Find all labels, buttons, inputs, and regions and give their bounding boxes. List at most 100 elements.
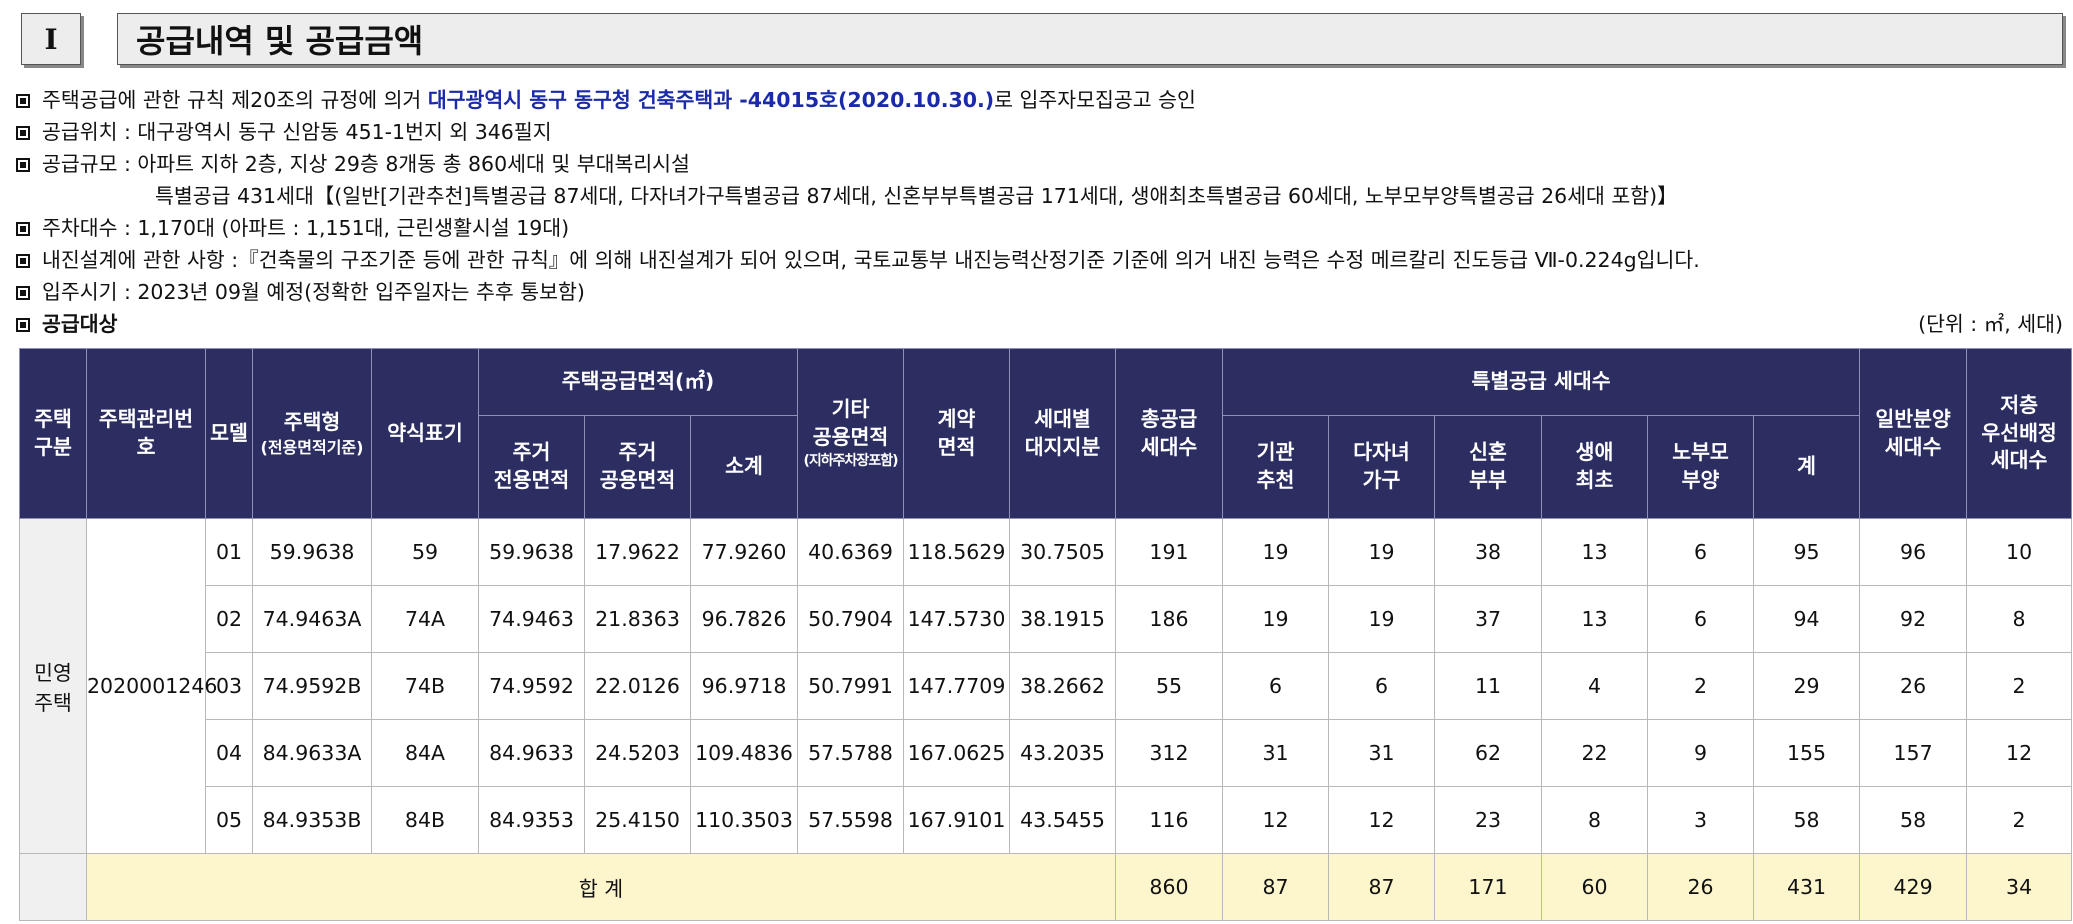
cell-other: 57.5788	[797, 719, 904, 787]
cell-type: 59.9638	[252, 518, 372, 586]
cell-short: 84A	[371, 719, 479, 787]
col-first-time: 생애 최초	[1541, 415, 1648, 519]
cell-land: 30.7505	[1009, 518, 1116, 586]
cell-model: 05	[205, 786, 253, 854]
cell-special-total: 155	[1752, 719, 1861, 787]
cell-common: 21.8363	[584, 585, 691, 653]
cell-low-floor: 2	[1966, 786, 2073, 854]
unit-label: (단위 : ㎡, 세대)	[1918, 312, 2063, 336]
notice-parking: 주차대수 : 1,170대 (아파트 : 1,151대, 근린생활시설 19대)	[16, 212, 2063, 244]
cell-model: 03	[205, 652, 253, 720]
cell-short: 84B	[371, 786, 479, 854]
cell-first-time: 13	[1541, 585, 1648, 653]
section-header: I 공급내역 및 공급금액	[21, 13, 2063, 69]
cell-exclusive: 74.9463	[478, 585, 585, 653]
col-institution: 기관 추천	[1222, 415, 1329, 519]
total-row-spacer	[19, 853, 87, 921]
cell-multi-child: 31	[1328, 719, 1435, 787]
cell-multi-child: 12	[1328, 786, 1435, 854]
cell-type: 84.9353B	[252, 786, 372, 854]
cell-elderly: 6	[1647, 518, 1754, 586]
notice-list: 주택공급에 관한 규칙 제20조의 규정에 의거 대구광역시 동구 동구청 건축…	[16, 84, 2063, 340]
notice-special-supply: 특별공급 431세대【(일반[기관추천]특별공급 87세대, 다자녀가구특별공급…	[155, 184, 1678, 208]
cell-institution: 6	[1222, 652, 1329, 720]
total-low-floor: 34	[1966, 853, 2073, 921]
cell-low-floor: 12	[1966, 719, 2073, 787]
cell-general: 58	[1859, 786, 1968, 854]
table-row: 02 74.9463A 74A 74.9463 21.8363 96.7826 50.790…	[20, 585, 2073, 653]
square-bullet-icon	[16, 94, 30, 108]
cell-type: 84.9633A	[252, 719, 372, 787]
table-row: 04 84.9633A 84A 84.9633 24.5203 109.4836 57.57…	[20, 719, 2073, 787]
square-bullet-icon	[16, 318, 30, 332]
cell-other: 50.7991	[797, 652, 904, 720]
cell-contract: 118.5629	[903, 518, 1010, 586]
col-contract-area: 계약 면적	[903, 348, 1010, 519]
col-supply-area: 주택공급면적(㎡)	[478, 348, 798, 416]
mgmt-no-cell: 2020001246	[86, 518, 217, 854]
cell-general: 92	[1859, 585, 1968, 653]
cell-general: 157	[1859, 719, 1968, 787]
cell-general: 26	[1859, 652, 1968, 720]
cell-subtotal: 96.7826	[690, 585, 798, 653]
cell-special-total: 58	[1752, 786, 1861, 854]
cell-low-floor: 8	[1966, 585, 2073, 653]
house-group-cell: 민영 주택	[19, 518, 87, 854]
col-low-floor: 저층 우선배정 세대수	[1966, 348, 2073, 519]
cell-short: 74A	[371, 585, 479, 653]
cell-newlywed: 23	[1434, 786, 1542, 854]
cell-newlywed: 62	[1434, 719, 1542, 787]
cell-elderly: 2	[1647, 652, 1754, 720]
cell-contract: 167.9101	[903, 786, 1010, 854]
cell-common: 17.9622	[584, 518, 691, 586]
cell-contract: 167.0625	[903, 719, 1010, 787]
notice-scale: 공급규모 : 아파트 지하 2층, 지상 29층 8개동 총 860세대 및 부…	[16, 148, 2063, 180]
square-bullet-icon	[16, 126, 30, 140]
cell-first-time: 22	[1541, 719, 1648, 787]
cell-elderly: 6	[1647, 585, 1754, 653]
cell-multi-child: 19	[1328, 518, 1435, 586]
cell-other: 40.6369	[797, 518, 904, 586]
cell-exclusive: 84.9633	[478, 719, 585, 787]
cell-multi-child: 19	[1328, 585, 1435, 653]
col-special-supply: 특별공급 세대수	[1221, 348, 1861, 416]
cell-first-time: 8	[1541, 786, 1648, 854]
cell-land: 38.1915	[1009, 585, 1116, 653]
supply-table: 주택 구분 주택관리번 호 모델 주택형 (전용면적기준) 약식표기 주택공급면…	[19, 348, 2073, 921]
supply-table-body: 민영 주택 2020001246 01 59.9638 59 59.9638 17.9622…	[19, 518, 2073, 921]
cell-newlywed: 38	[1434, 518, 1542, 586]
notice-supply-target: 공급대상 (단위 : ㎡, 세대)	[16, 308, 2063, 340]
cell-special-total: 95	[1752, 518, 1861, 586]
table-row: 민영 주택 2020001246 01 59.9638 59 59.9638 17.9622…	[19, 518, 2073, 854]
cell-land: 38.2662	[1009, 652, 1116, 720]
notice-move-in: 입주시기 : 2023년 09월 예정(정확한 입주일자는 추후 통보함)	[16, 276, 2063, 308]
cell-subtotal: 109.4836	[690, 719, 798, 787]
cell-contract: 147.7709	[903, 652, 1010, 720]
col-land-share: 세대별 대지지분	[1009, 348, 1116, 519]
cell-multi-child: 6	[1328, 652, 1435, 720]
total-first-time: 60	[1541, 853, 1648, 921]
col-common: 주거 공용면적	[584, 415, 691, 519]
cell-short: 59	[371, 518, 479, 586]
cell-common: 25.4150	[584, 786, 691, 854]
square-bullet-icon	[16, 254, 30, 268]
cell-common: 24.5203	[584, 719, 691, 787]
col-elderly: 노부모 부양	[1647, 415, 1754, 519]
cell-contract: 147.5730	[903, 585, 1010, 653]
col-short-label: 약식표기	[371, 348, 479, 519]
col-house-type: 주택형 (전용면적기준)	[252, 348, 372, 519]
table-row: 05 84.9353B 84B 84.9353 25.4150 110.3503 57.55…	[20, 786, 2073, 854]
col-newlywed: 신혼 부부	[1434, 415, 1542, 519]
cell-exclusive: 74.9592	[478, 652, 585, 720]
cell-total: 55	[1115, 652, 1223, 720]
cell-newlywed: 11	[1434, 652, 1542, 720]
cell-total: 116	[1115, 786, 1223, 854]
section-number: I	[21, 13, 81, 65]
total-general: 429	[1859, 853, 1968, 921]
cell-institution: 19	[1222, 518, 1329, 586]
col-total-supply: 총공급 세대수	[1115, 348, 1223, 519]
total-label: 합 계	[86, 853, 1116, 921]
cell-first-time: 4	[1541, 652, 1648, 720]
cell-total: 191	[1115, 518, 1223, 586]
col-multi-child: 다자녀 가구	[1328, 415, 1435, 519]
